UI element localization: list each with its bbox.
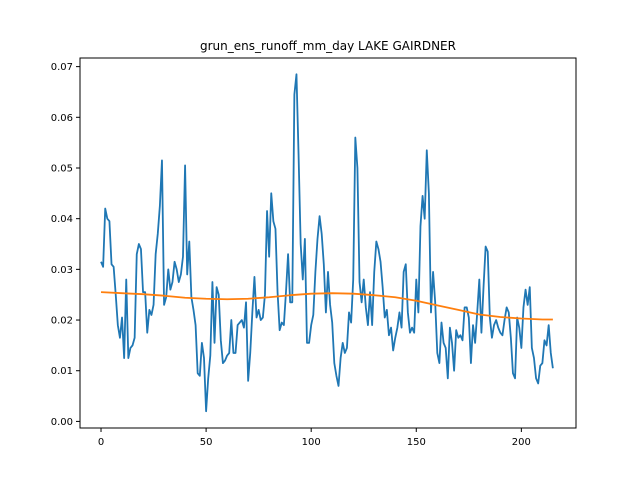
series-layer (100, 73, 554, 413)
x-tick-label: 50 (200, 437, 213, 448)
plot-area (79, 57, 577, 429)
y-tick-label: 0.03 (51, 265, 73, 276)
y-tick-label: 0.01 (51, 366, 73, 377)
x-tick-label: 100 (302, 437, 321, 448)
y-tick-label: 0.00 (51, 417, 73, 428)
x-tick-label: 150 (407, 437, 426, 448)
y-tick-label: 0.04 (51, 214, 73, 225)
y-axis: 0.00 0.01 0.02 0.03 0.04 0.05 0.06 0.07 (51, 62, 80, 428)
x-tick-label: 0 (98, 437, 104, 448)
x-tick-label: 200 (512, 437, 531, 448)
chart-title: grun_ens_runoff_mm_day LAKE GAIRDNER (200, 39, 456, 53)
y-tick-label: 0.05 (51, 163, 73, 174)
y-tick-label: 0.02 (51, 316, 73, 327)
x-axis: 0 50 100 150 200 (98, 428, 531, 448)
series-line-1 (100, 73, 554, 413)
y-tick-label: 0.07 (51, 62, 73, 73)
series-line-2 (100, 291, 553, 321)
y-tick-label: 0.06 (51, 113, 73, 124)
axes-frame (79, 57, 577, 429)
